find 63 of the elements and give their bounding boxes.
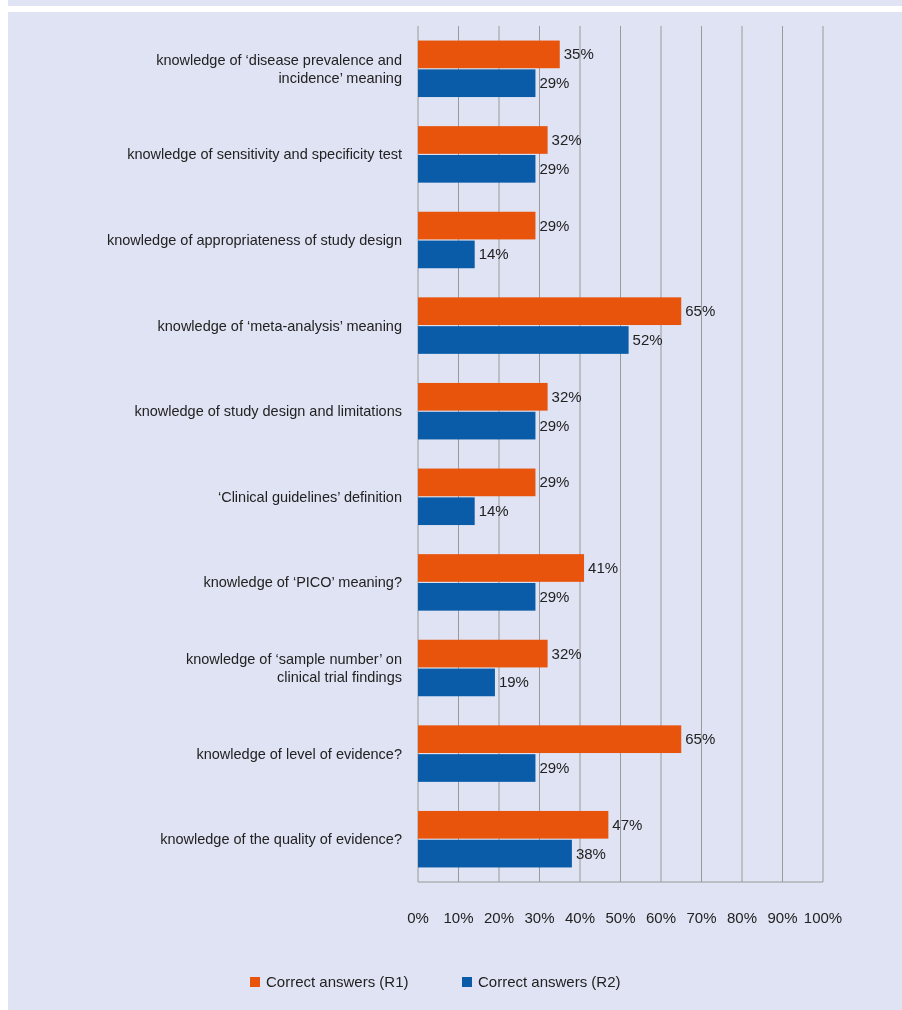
data-label: 32% [551, 130, 582, 148]
bar [418, 582, 536, 611]
data-label: 19% [498, 673, 529, 691]
y-tick-label: knowledge of the quality of evidence? [160, 831, 402, 848]
y-tick-label: knowledge of sensitivity and specificity test [127, 146, 402, 163]
data-label: 14% [478, 245, 509, 263]
x-tick-label: 30% [524, 909, 555, 926]
bar [418, 211, 536, 240]
data-label: 65% [685, 730, 716, 748]
bar [418, 639, 548, 668]
bar [418, 240, 475, 269]
bar [418, 468, 536, 497]
bar [418, 668, 495, 697]
x-tick-label: 70% [686, 909, 717, 926]
data-label: 32% [551, 387, 582, 405]
y-tick-label: knowledge of ‘meta-analysis’ meaning [157, 317, 402, 334]
data-label: 29% [539, 473, 570, 491]
x-tick-label: 60% [645, 909, 677, 926]
data-label: 38% [575, 844, 606, 862]
data-label: 41% [588, 558, 619, 576]
bar [418, 725, 682, 754]
bar [418, 69, 536, 98]
data-label: 29% [539, 74, 570, 92]
data-label: 29% [539, 416, 570, 434]
bar [418, 754, 536, 782]
data-label: 47% [612, 815, 643, 833]
bar [418, 411, 536, 440]
x-tick-label: 80% [726, 909, 758, 926]
x-tick-label: 100% [803, 909, 843, 926]
x-tick-label: 50% [605, 909, 636, 926]
y-tick-label: knowledge of ‘PICO’ meaning? [203, 574, 402, 591]
bar [418, 126, 548, 154]
x-tick-label: 40% [564, 909, 596, 926]
bar [418, 497, 475, 526]
y-tick-label: ‘Clinical guidelines’ definition [217, 488, 402, 505]
data-label: 32% [551, 644, 582, 662]
data-label: 29% [539, 587, 570, 605]
x-tick-label: 90% [767, 909, 798, 926]
data-label: 65% [685, 302, 716, 320]
x-tick-label: 20% [483, 909, 515, 926]
bar [418, 554, 585, 582]
bar [418, 382, 548, 411]
data-label: 29% [539, 759, 570, 777]
bar [418, 297, 682, 326]
y-tick-label: knowledge of ‘sample number’ on clinical trial findings [185, 651, 402, 685]
data-label: 29% [539, 159, 570, 177]
data-label: 52% [632, 331, 663, 349]
data-label: 14% [478, 502, 509, 520]
bar [418, 40, 560, 69]
y-tick-label: knowledge of ‘disease prevalence and incidence’ meaning [156, 51, 402, 86]
x-tick-label: 10% [443, 909, 474, 926]
bar [418, 839, 572, 868]
y-tick-label: knowledge of study design and limitations [134, 403, 402, 420]
x-tick-label: 0% [407, 909, 429, 926]
legend-label: Correct answers (R1) [266, 973, 409, 990]
bar [418, 154, 536, 183]
bar [418, 810, 609, 839]
data-label: 29% [539, 216, 570, 234]
bar [418, 326, 629, 354]
y-tick-label: knowledge of level of evidence? [196, 745, 402, 762]
data-label: 35% [563, 45, 594, 63]
y-tick-label: knowledge of appropriateness of study design [106, 232, 402, 248]
legend-label: Correct answers (R2) [478, 973, 621, 990]
